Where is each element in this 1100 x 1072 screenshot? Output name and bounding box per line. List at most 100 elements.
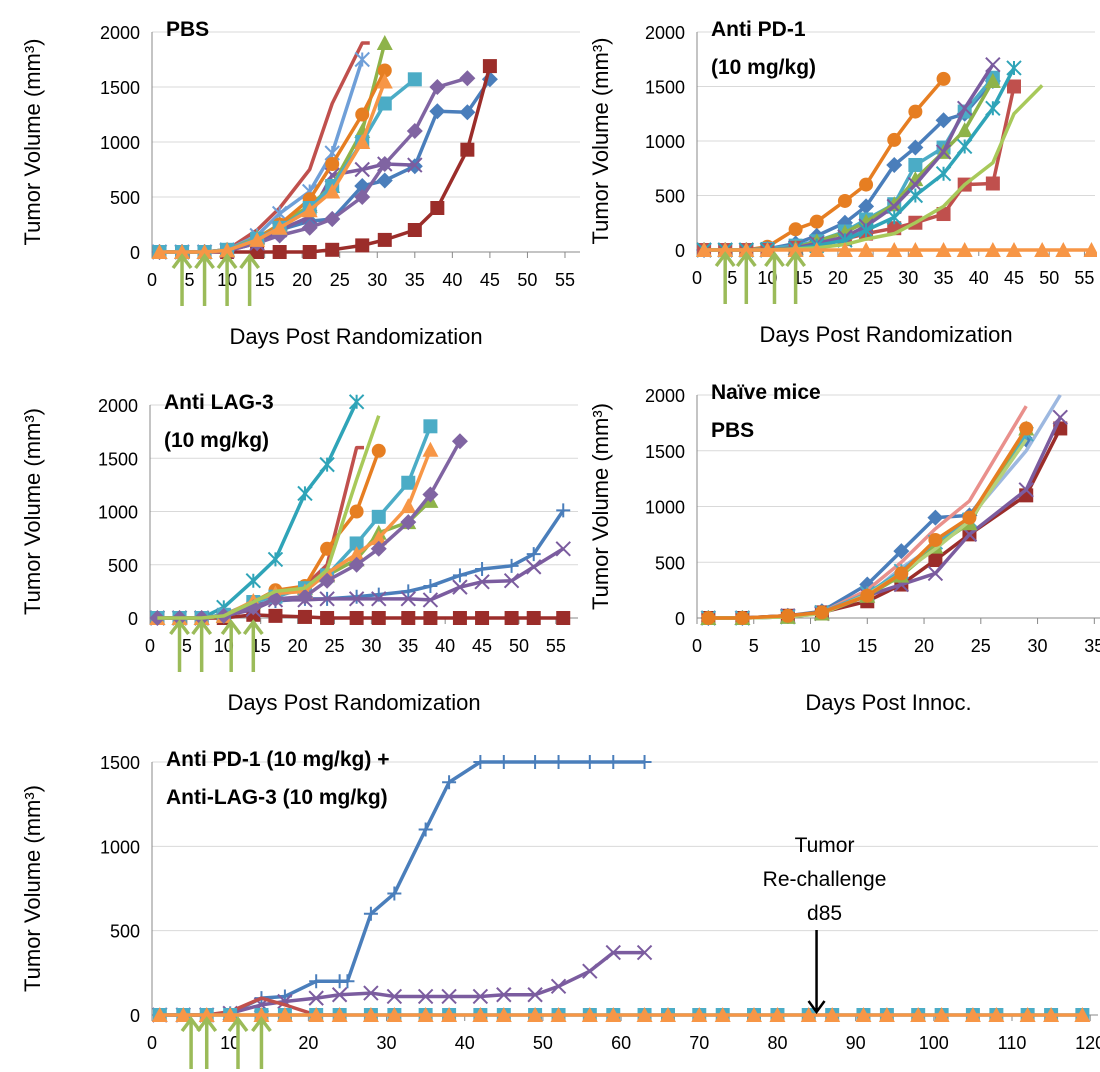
- marker: [400, 498, 417, 514]
- y-tick-label: 1000: [100, 837, 140, 857]
- x-tick-label: 20: [298, 1033, 318, 1053]
- marker: [441, 1007, 458, 1022]
- marker: [985, 100, 1001, 117]
- marker: [349, 504, 364, 519]
- marker: [927, 565, 944, 582]
- marker: [175, 1007, 192, 1022]
- marker: [746, 1007, 762, 1022]
- marker: [429, 79, 446, 95]
- marker: [908, 157, 923, 172]
- marker: [859, 177, 874, 192]
- y-axis-title: Tumor Volume (mm³): [20, 408, 45, 615]
- marker: [696, 242, 713, 257]
- marker: [371, 591, 387, 607]
- marker: [907, 187, 924, 204]
- marker: [475, 611, 490, 625]
- marker: [474, 574, 490, 590]
- marker: [219, 242, 236, 258]
- y-tick-label: 2000: [645, 23, 685, 43]
- x-tick-label: 40: [442, 270, 462, 290]
- x-tick-label: 45: [480, 270, 500, 290]
- marker: [738, 242, 755, 257]
- marker: [824, 1007, 841, 1022]
- marker: [605, 1007, 622, 1022]
- x-tick-label: 30: [367, 270, 387, 290]
- marker: [860, 588, 875, 603]
- y-tick-label: 1500: [98, 449, 138, 469]
- x-tick-label: 40: [455, 1033, 475, 1053]
- marker: [319, 591, 335, 607]
- marker: [556, 611, 571, 625]
- marker: [984, 242, 1001, 257]
- marker: [276, 1007, 293, 1022]
- marker: [377, 232, 392, 247]
- marker: [1005, 242, 1022, 257]
- marker: [441, 988, 457, 1005]
- marker: [780, 608, 795, 623]
- marker: [250, 245, 265, 259]
- marker: [309, 974, 324, 989]
- marker: [1018, 482, 1034, 498]
- marker: [581, 1007, 598, 1022]
- marker: [407, 157, 423, 173]
- marker: [858, 242, 875, 257]
- x-tick-label: 25: [863, 268, 883, 288]
- marker: [893, 543, 910, 560]
- marker: [714, 1007, 731, 1022]
- x-tick-label: 10: [220, 1033, 240, 1053]
- x-tick-label: 10: [757, 268, 777, 288]
- marker: [475, 562, 490, 577]
- marker: [858, 222, 874, 239]
- series-line: [157, 450, 381, 620]
- marker: [319, 456, 335, 473]
- marker: [582, 963, 598, 979]
- marker: [296, 588, 313, 605]
- x-tick-label: 45: [472, 636, 492, 656]
- marker: [417, 988, 434, 1005]
- marker: [452, 579, 468, 595]
- marker: [319, 572, 336, 589]
- x-tick-label: 30: [377, 1033, 397, 1053]
- marker: [808, 242, 825, 257]
- x-tick-label: 55: [1074, 268, 1094, 288]
- plot: [696, 56, 1097, 258]
- marker: [836, 242, 853, 257]
- marker: [400, 591, 416, 607]
- marker: [956, 138, 973, 155]
- marker: [886, 156, 903, 173]
- marker: [637, 755, 652, 769]
- marker: [355, 238, 370, 253]
- y-axis-title: Tumor Volume (mm³): [588, 38, 613, 245]
- marker: [887, 132, 902, 147]
- marker: [370, 540, 387, 557]
- x-axis-title: Days Post Innoc.: [805, 690, 971, 715]
- marker: [331, 987, 348, 1003]
- panel-title: Naïve mice: [711, 381, 821, 404]
- x-tick-label: 15: [793, 268, 813, 288]
- y-axis-title: Tumor Volume (mm³): [20, 39, 45, 246]
- annotation-text: Re-challenge: [763, 868, 887, 891]
- x-tick-label: 0: [692, 268, 702, 288]
- marker: [354, 51, 370, 68]
- x-tick-label: 0: [147, 1033, 157, 1053]
- x-axis-title: Days Post Randomization: [759, 322, 1012, 347]
- marker: [422, 486, 439, 503]
- y-tick-label: 500: [110, 188, 140, 208]
- y-tick-label: 1500: [100, 78, 140, 98]
- x-tick-label: 50: [517, 270, 537, 290]
- marker: [504, 558, 519, 573]
- marker: [301, 202, 318, 218]
- marker: [245, 573, 262, 589]
- marker: [301, 219, 318, 236]
- marker: [556, 503, 571, 518]
- marker: [473, 755, 488, 769]
- x-axis-title: Days Post Randomization: [227, 690, 480, 715]
- panel-title: PBS: [166, 18, 209, 41]
- marker: [1052, 409, 1068, 426]
- marker: [354, 134, 371, 149]
- marker: [417, 1007, 434, 1022]
- marker: [1034, 242, 1051, 257]
- x-tick-label: 0: [145, 636, 155, 656]
- marker: [371, 509, 386, 524]
